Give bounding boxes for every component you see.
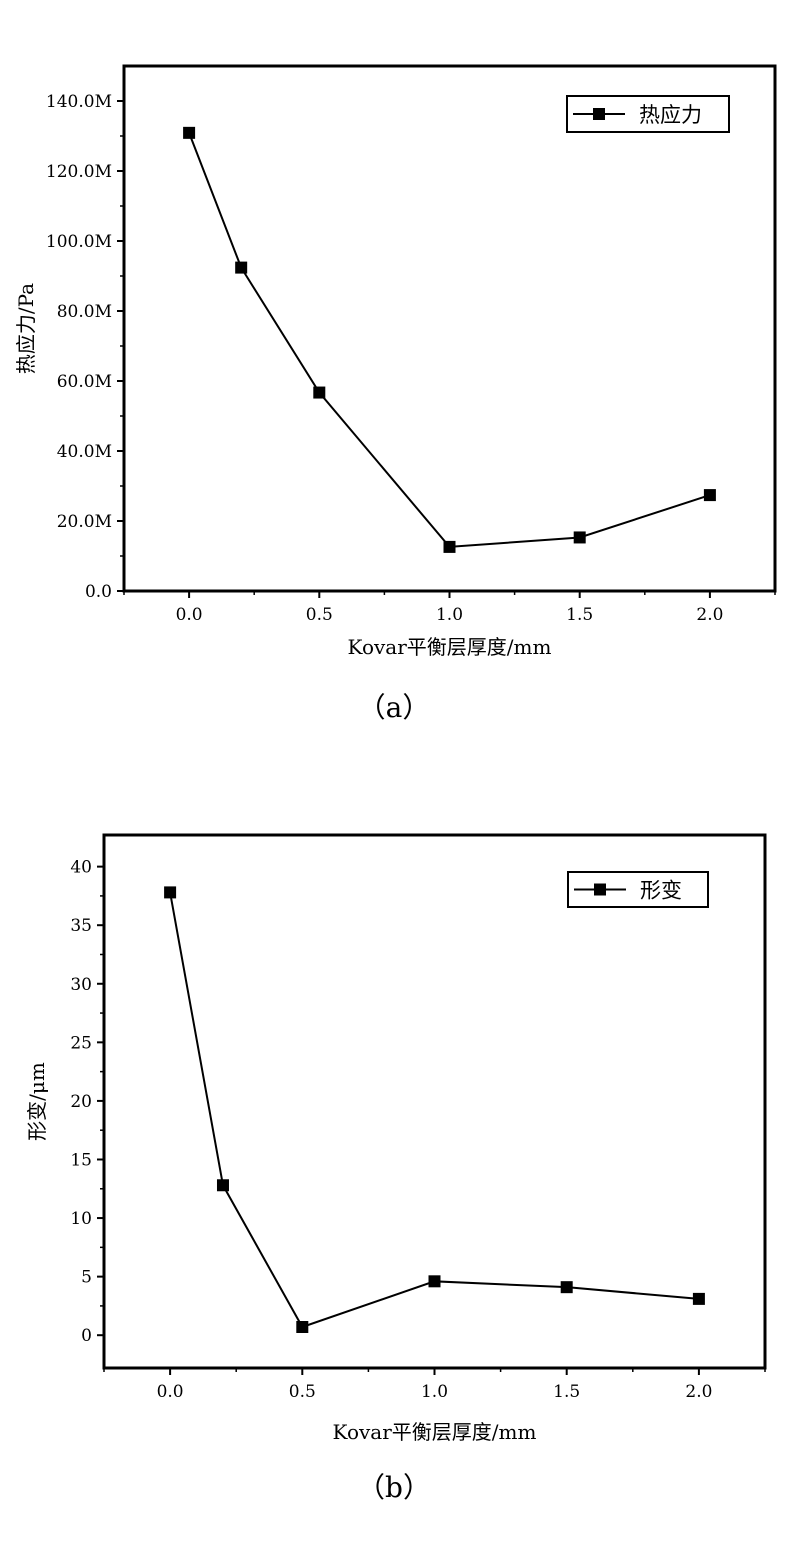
x-tick-label: 1.5 (553, 1382, 580, 1402)
x-tick-label: 0.0 (157, 1382, 184, 1402)
data-point (313, 386, 326, 399)
data-point (443, 540, 456, 553)
data-point (183, 126, 196, 139)
y-tick-label: 40.0M (57, 442, 112, 462)
plot-frame (102, 833, 767, 1370)
y-tick-label: 0 (81, 1326, 92, 1346)
series-line (169, 892, 699, 1329)
data-point (692, 1292, 705, 1305)
y-tick-label: 80.0M (57, 302, 112, 322)
data-point (164, 886, 177, 899)
chart-a: 0.0 20.0M 40.0M 60.0M 80.0M 100.0M 120.0M 140.0… (14, 64, 777, 724)
y-tick-label: 140.0M (46, 92, 112, 112)
y-tick-label: 0.0 (85, 582, 112, 602)
x-tick-label: 1.5 (566, 605, 593, 625)
legend-label: 热应力 (639, 103, 702, 127)
x-tick-label: 0.5 (289, 1382, 316, 1402)
y-tick-label: 15 (70, 1150, 92, 1170)
data-point (428, 1275, 441, 1288)
y-tick-label: 100.0M (46, 232, 112, 252)
y-tick-label: 20.0M (57, 512, 112, 532)
data-point (296, 1321, 309, 1333)
plot-frame (122, 64, 777, 593)
legend-marker-swatch (594, 883, 606, 896)
y-tick-label: 5 (81, 1268, 92, 1288)
x-tick-label: 0.5 (306, 605, 333, 625)
y-axis-title: 热应力/Pa (14, 283, 38, 374)
y-tick-label: 40 (70, 858, 92, 878)
legend: 形变 (567, 871, 709, 908)
figure-caption: （b） (357, 1471, 431, 1504)
data-point (235, 261, 248, 274)
x-tick-label: 2.0 (685, 1382, 712, 1402)
y-tick-label: 35 (70, 916, 92, 936)
y-tick-label: 25 (70, 1033, 92, 1053)
data-point (216, 1179, 229, 1192)
chart-b: 0 5 10 15 20 25 30 35 40 0.0 0.5 1.0 1.5 2.0 Kovar平衡层厚… (25, 833, 767, 1504)
y-tick-label: 10 (70, 1209, 92, 1229)
data-point (573, 531, 586, 544)
y-tick-label: 30 (70, 975, 92, 995)
legend-marker-swatch (593, 108, 605, 120)
data-point (560, 1281, 573, 1294)
y-axis-title: 形变/μm (25, 1062, 49, 1141)
legend: 热应力 (566, 95, 730, 133)
x-tick-label: 2.0 (696, 605, 723, 625)
y-tick-label: 20 (70, 1092, 92, 1112)
x-tick-label: 1.0 (436, 605, 463, 625)
x-axis-title: Kovar平衡层厚度/mm (348, 635, 552, 659)
y-tick-label: 60.0M (57, 372, 112, 392)
x-tick-label: 0.0 (176, 605, 203, 625)
series-line (188, 132, 711, 548)
y-tick-label: 120.0M (46, 162, 112, 182)
legend-label: 形变 (640, 879, 682, 903)
x-tick-label: 1.0 (421, 1382, 448, 1402)
figure-caption: （a） (358, 691, 431, 724)
x-axis-title: Kovar平衡层厚度/mm (333, 1420, 537, 1444)
data-point (703, 489, 716, 502)
